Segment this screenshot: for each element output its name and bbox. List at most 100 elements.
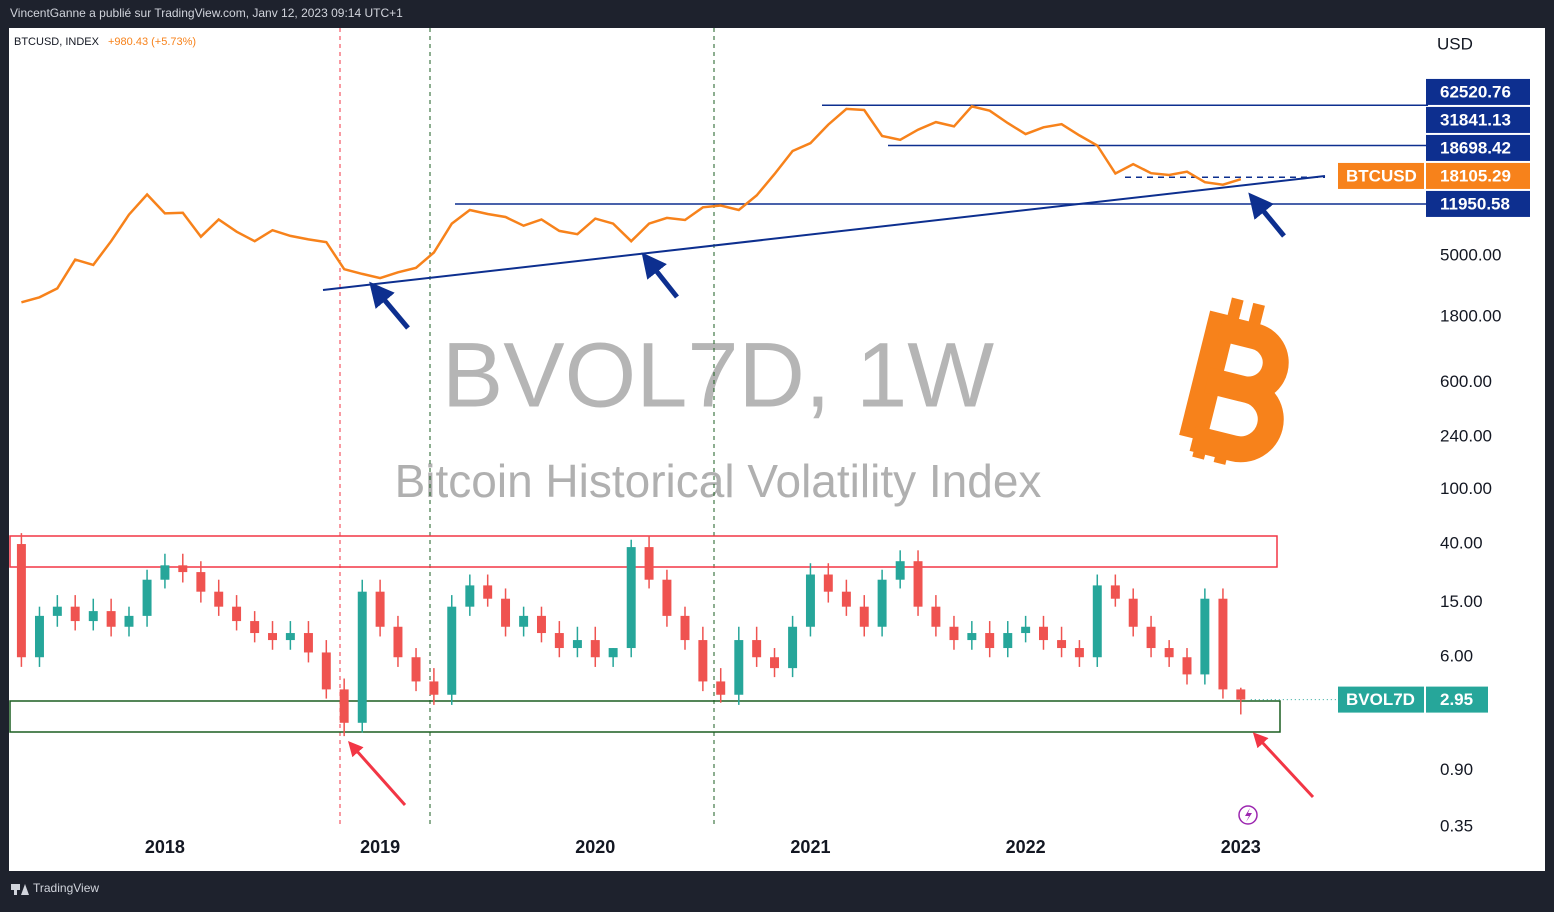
candle-body [447,606,457,695]
candle-body [716,681,726,695]
candle-body [895,561,905,580]
y-tick-label: 100.00 [1440,479,1492,498]
candle-body [250,621,260,634]
candle-body [285,633,295,641]
candle-body [429,681,439,695]
candle-body [375,591,385,627]
candle-body [1146,626,1156,649]
candle-body [465,585,475,607]
y-tick-label: 40.00 [1440,534,1483,553]
price-label-box [1426,190,1530,217]
last-value-box [1426,686,1488,713]
candle-body [1110,585,1120,599]
candle-body [608,648,618,658]
candle-body [411,657,421,682]
candle-body [536,615,546,634]
arrow [369,281,410,330]
candle-body [178,565,188,573]
candle-body [805,574,815,627]
change-label: +980.43 (+5.73%) [108,36,196,48]
plot-area [16,104,1428,737]
candle-body [1128,598,1138,627]
candle-body [1182,657,1192,675]
candle-body [1021,626,1031,634]
price-label-box [1426,78,1530,105]
candle-body [788,626,798,669]
candle-body [698,640,708,682]
candle-body [1218,598,1228,690]
candle-body [644,547,654,580]
candle-body [985,633,995,649]
y-axis-unit: USD [1437,34,1473,53]
candle-body [949,626,959,641]
candle-body [393,626,403,658]
y-tick-label: 1800.00 [1440,306,1501,325]
y-tick-label: 6.00 [1440,647,1473,666]
candle-body [124,615,134,627]
x-tick-label: 2019 [360,837,400,857]
candle-body [34,615,44,658]
y-tick-label: 5000.00 [1440,245,1501,264]
candle-body [1236,689,1246,700]
watermark-subtitle: Bitcoin Historical Volatility Index [395,455,1042,507]
price-label: 62520.76 [1440,82,1511,101]
candle-body [770,657,779,669]
series-name-box [1338,162,1424,189]
candle-body [483,585,493,599]
candle-body [70,606,80,622]
last-value: 2.95 [1440,690,1473,709]
candle-body [877,579,887,627]
candle-body [1039,626,1048,641]
candle-body [1092,585,1102,658]
arrow [1248,192,1286,238]
price-label-box [1426,106,1530,133]
arrow [348,741,407,806]
candle-body [196,572,206,592]
candle-body [160,565,170,580]
candle-body [931,606,941,627]
price-line [21,105,1242,304]
series-name: BTCUSD [1346,166,1417,185]
arrow [1252,732,1315,799]
candle-body [967,633,977,641]
candle-body [1057,640,1067,649]
candle-body [823,574,833,592]
candle-body [142,579,152,616]
y-tick-label: 0.35 [1440,816,1473,835]
price-label: 31841.13 [1440,110,1511,129]
candle-body [501,598,511,627]
alert-icon[interactable] [1238,805,1258,825]
candle-body [88,611,98,622]
price-label: 11950.58 [1440,194,1510,213]
candle-body [519,615,529,627]
x-tick-label: 2022 [1006,837,1046,857]
price-label: 18698.42 [1440,138,1511,157]
candle-body [734,640,744,695]
chart-background [9,28,1545,871]
price-label: 18105.29 [1440,166,1511,185]
candle-body [232,606,242,622]
candle-body [554,633,564,649]
watermark-title: BVOL7D, 1W [442,324,994,426]
candle-body [106,611,116,627]
y-tick-label: 15.00 [1440,592,1483,611]
candle-body [339,689,349,723]
candle-body [752,640,762,658]
resistance-zone [9,535,1278,568]
footer-brand: TradingView [33,881,99,895]
price-label-box [1426,134,1530,161]
x-tick-label: 2021 [790,837,830,857]
candle-body [16,544,26,658]
candle-body [357,591,367,723]
trend-line [322,175,1326,291]
candle-body [268,633,277,641]
series-name: BVOL7D [1346,690,1415,709]
series-name-box [1338,686,1424,713]
candle-body [1003,633,1013,649]
bitcoin-logo [1179,297,1289,465]
x-tick-label: 2023 [1221,837,1261,857]
candle-body [321,652,331,690]
candle-body [1200,598,1210,675]
